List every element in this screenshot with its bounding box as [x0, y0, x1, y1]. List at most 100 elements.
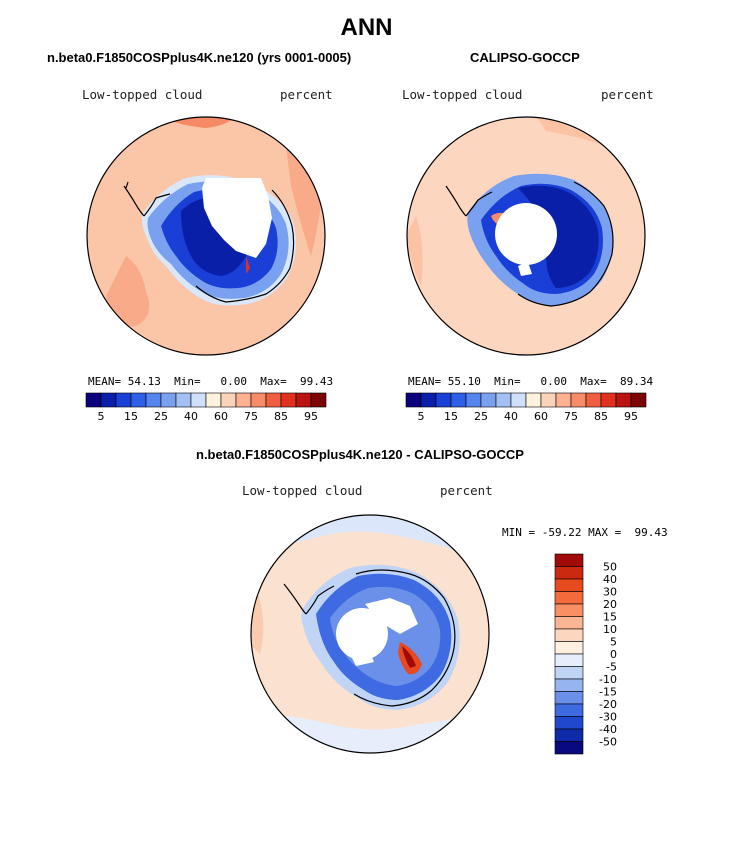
- colorbar-tick-label: 25: [474, 410, 488, 423]
- colorbar-box: [100, 392, 117, 408]
- model-stats: MEAN= 54.13 Min= 0.00 Max= 99.43: [88, 375, 334, 388]
- obs-colorbar: 5 15 25 40 60 75 85 95: [405, 392, 647, 423]
- colorbar-box: [554, 728, 584, 742]
- diff-minmax: MIN = -59.22 MAX = 99.43: [502, 526, 668, 539]
- missing-data-region: [495, 203, 557, 265]
- colorbar-box: [554, 653, 584, 667]
- colorbar-box: [585, 392, 602, 408]
- model-max-value: 99.43: [300, 375, 334, 388]
- map-border: [250, 514, 490, 754]
- coastline: [465, 181, 614, 307]
- colorbar-box: [220, 392, 237, 408]
- colorbar-box: [175, 392, 192, 408]
- colorbar-tick-label: 85: [594, 410, 608, 423]
- obs-stats: MEAN= 55.10 Min= 0.00 Max= 89.34: [408, 375, 654, 388]
- colorbar-box: [630, 392, 647, 408]
- obs-units-label: percent: [601, 87, 654, 102]
- colorbar-box: [554, 553, 584, 567]
- colorbar-tick-label: 30: [603, 586, 617, 599]
- colorbar-box: [555, 392, 572, 408]
- high-cloud-patch: [407, 216, 423, 286]
- diff-panel-title: n.beta0.F1850COSPplus4K.ne120 - CALIPSO-…: [196, 447, 524, 462]
- map-border: [86, 116, 326, 356]
- model-mean-value: 54.13: [127, 375, 161, 388]
- colorbar-box: [554, 666, 584, 680]
- peninsula-coastline: [283, 583, 307, 615]
- coastline: [143, 189, 295, 303]
- colorbar-box: [554, 678, 584, 692]
- colorbar-tick-label: 50: [603, 561, 617, 574]
- colorbar-box: [525, 392, 542, 408]
- diff-polar-map: [250, 514, 490, 754]
- colorbar-tick-label: 95: [624, 410, 638, 423]
- colorbar-tick-label: 60: [534, 410, 548, 423]
- colorbar-tick-label: -50: [599, 736, 617, 749]
- high-cloud-patch: [106, 256, 150, 327]
- colorbar-tick-label: 15: [444, 410, 458, 423]
- coastline: [305, 569, 456, 707]
- colorbar-tick-label: 25: [154, 410, 168, 423]
- colorbar-tick-label: -40: [599, 723, 617, 736]
- obs-max-value: 89.34: [620, 375, 654, 388]
- model-panel-title: n.beta0.F1850COSPplus4K.ne120 (yrs 0001-…: [47, 50, 352, 65]
- colorbar-tick-label: 75: [244, 410, 258, 423]
- colorbar-tick-label: 20: [603, 598, 617, 611]
- colorbar-box: [554, 641, 584, 655]
- colorbar-box: [554, 603, 584, 617]
- model-variable-label: Low-topped cloud: [82, 87, 203, 102]
- missing-data-region: [365, 598, 418, 634]
- colorbar-box: [205, 392, 222, 408]
- colorbar-box: [235, 392, 252, 408]
- high-value-spot: [246, 256, 250, 274]
- colorbar-box: [85, 392, 102, 408]
- colorbar-box: [480, 392, 497, 408]
- colorbar-box: [420, 392, 437, 408]
- colorbar-box: [554, 703, 584, 717]
- colorbar-tick-label: 15: [603, 611, 617, 624]
- colorbar-tick-label: -5: [606, 661, 617, 674]
- colorbar-box: [554, 716, 584, 730]
- colorbar-tick-label: 10: [603, 623, 617, 636]
- colorbar-tick-label: -20: [599, 698, 617, 711]
- colorbar-box: [145, 392, 162, 408]
- colorbar-box: [540, 392, 557, 408]
- colorbar-tick-label: 0: [610, 648, 617, 661]
- colorbar-box: [554, 691, 584, 705]
- colorbar-box: [265, 392, 282, 408]
- positive-difference-spot: [402, 646, 416, 668]
- missing-data-region: [518, 262, 532, 276]
- colorbar-box: [570, 392, 587, 408]
- colorbar-box: [465, 392, 482, 408]
- colorbar-box: [115, 392, 132, 408]
- colorbar-box: [435, 392, 452, 408]
- colorbar-tick-label: 60: [214, 410, 228, 423]
- missing-data-region: [202, 178, 272, 258]
- colorbar-box: [510, 392, 527, 408]
- colorbar-box: [554, 566, 584, 580]
- missing-data-region: [336, 608, 388, 660]
- colorbar-box: [310, 392, 327, 408]
- colorbar-box: [495, 392, 512, 408]
- model-units-label: percent: [280, 87, 333, 102]
- colorbar-tick-label: -15: [599, 686, 617, 699]
- high-cloud-patch: [286, 146, 321, 256]
- colorbar-box: [250, 392, 267, 408]
- diff-variable-label: Low-topped cloud: [242, 483, 363, 498]
- colorbar-tick-label: 5: [418, 410, 425, 423]
- peninsula-coastline: [445, 185, 467, 217]
- diff-units-label: percent: [440, 483, 493, 498]
- colorbar-tick-label: 85: [274, 410, 288, 423]
- colorbar-tick-label: -30: [599, 711, 617, 724]
- colorbar-box: [295, 392, 312, 408]
- colorbar-tick-label: 40: [504, 410, 518, 423]
- model-polar-map: [86, 116, 326, 356]
- colorbar-box: [554, 578, 584, 592]
- obs-panel-title: CALIPSO-GOCCP: [470, 50, 580, 65]
- model-min-value: 0.00: [220, 375, 248, 388]
- colorbar-box: [280, 392, 297, 408]
- colorbar-box: [554, 741, 584, 755]
- colorbar-tick-label: 40: [603, 573, 617, 586]
- missing-data-region: [350, 648, 374, 666]
- figure-title: ANN: [340, 14, 393, 41]
